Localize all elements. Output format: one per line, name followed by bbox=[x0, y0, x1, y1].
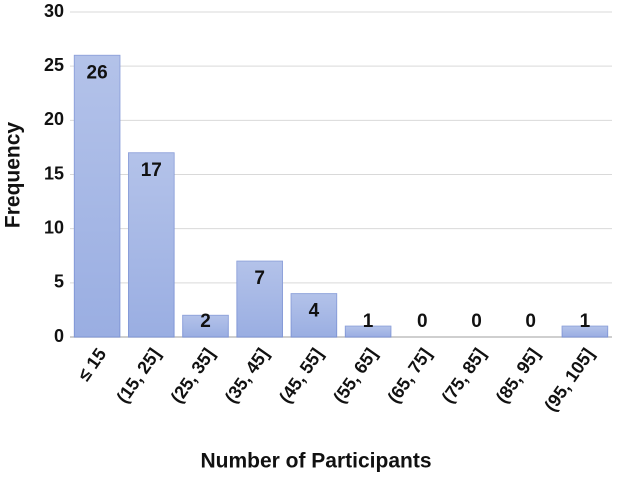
x-axis-title: Number of Participants bbox=[200, 450, 431, 473]
data-label: 0 bbox=[525, 311, 536, 332]
bar bbox=[73, 54, 121, 338]
data-label: 26 bbox=[87, 62, 108, 83]
data-label: 4 bbox=[309, 301, 320, 322]
y-tick-label: 10 bbox=[44, 217, 64, 237]
y-tick-label: 25 bbox=[44, 55, 64, 75]
x-tick-label: (55, 65] bbox=[329, 345, 381, 407]
x-tick-label: (25, 35] bbox=[167, 345, 219, 407]
y-tick-label: 15 bbox=[44, 163, 64, 183]
x-tick-label: (75, 85] bbox=[438, 345, 490, 407]
data-label: 1 bbox=[580, 311, 591, 332]
x-tick-label: (35, 45] bbox=[221, 345, 273, 407]
x-tick-label: (45, 55] bbox=[275, 345, 327, 407]
x-tick-label: (15, 25] bbox=[112, 345, 164, 407]
y-tick-label: 30 bbox=[44, 1, 64, 21]
data-label: 7 bbox=[254, 268, 265, 289]
data-label: 0 bbox=[471, 311, 482, 332]
data-label: 17 bbox=[141, 160, 162, 181]
y-tick-label: 20 bbox=[44, 109, 64, 129]
x-tick-label: (65, 75] bbox=[383, 345, 435, 407]
y-axis-title: Frequency bbox=[2, 122, 25, 229]
x-tick-label: (85, 95] bbox=[492, 345, 544, 407]
data-label: 0 bbox=[417, 311, 428, 332]
x-tick-label: ≤ 15 bbox=[74, 345, 110, 385]
data-label: 1 bbox=[363, 311, 374, 332]
y-tick-label: 5 bbox=[54, 272, 64, 292]
data-label: 2 bbox=[200, 311, 211, 332]
y-tick-label: 0 bbox=[54, 326, 64, 346]
x-tick-label: (95, 105] bbox=[540, 345, 598, 415]
